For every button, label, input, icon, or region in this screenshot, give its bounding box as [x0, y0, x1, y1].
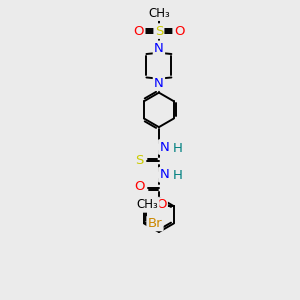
Text: O: O — [134, 25, 144, 38]
Text: H: H — [172, 142, 182, 155]
Text: H: H — [172, 169, 182, 182]
Text: O: O — [135, 180, 145, 194]
Text: O: O — [174, 25, 184, 38]
Text: N: N — [159, 140, 169, 154]
Text: Br: Br — [148, 217, 162, 230]
Text: S: S — [155, 25, 163, 38]
Text: CH₃: CH₃ — [148, 7, 170, 20]
Text: O: O — [156, 199, 166, 212]
Text: N: N — [154, 42, 164, 55]
Text: N: N — [159, 168, 169, 181]
Text: N: N — [154, 76, 164, 90]
Text: CH₃: CH₃ — [136, 199, 158, 212]
Text: S: S — [135, 154, 143, 167]
